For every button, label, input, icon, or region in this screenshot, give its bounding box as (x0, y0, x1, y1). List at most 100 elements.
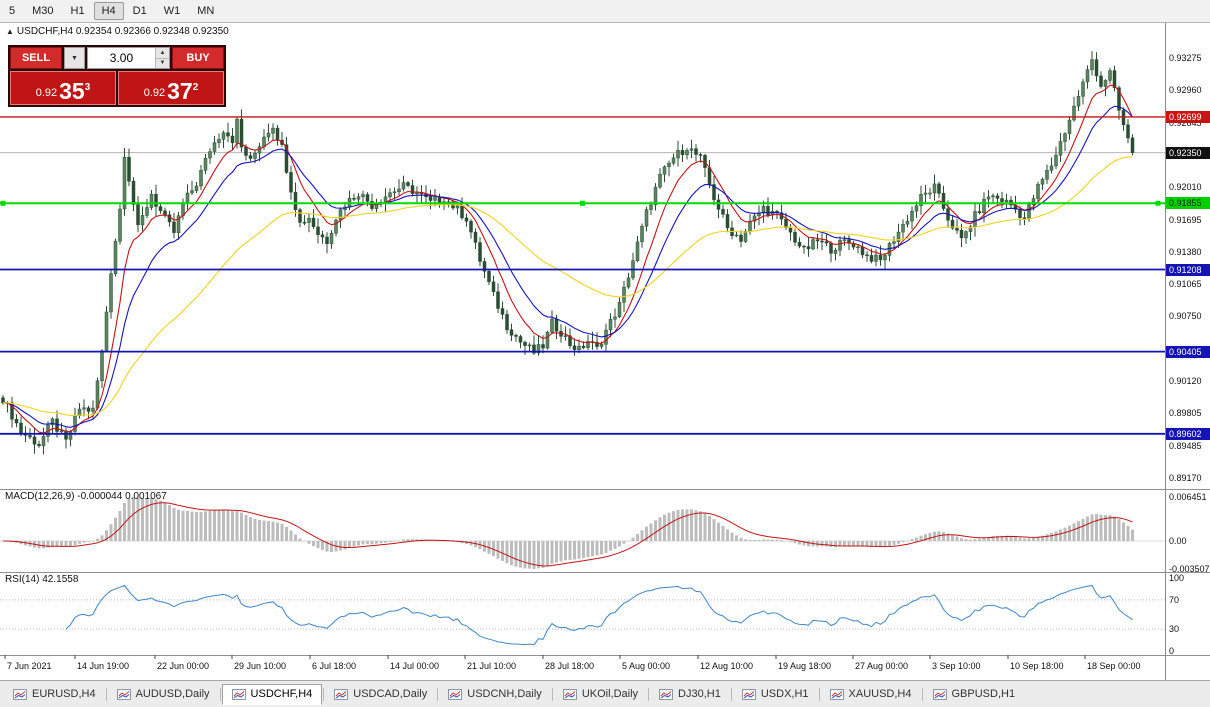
timeframe-button-h4[interactable]: H4 (93, 2, 124, 20)
price-scale-label: 0.89805 (1169, 408, 1202, 418)
volume-down-button[interactable]: ▼ (156, 58, 169, 68)
chart-tab-usdchf[interactable]: USDCHF,H4 (221, 683, 323, 705)
chart-tab-usdx[interactable]: USDX,H1 (733, 684, 818, 705)
sell-button[interactable]: SELL (10, 47, 62, 69)
buy-button[interactable]: BUY (172, 47, 224, 69)
buy-price-pips: 37 (167, 78, 193, 104)
time-axis-label: 14 Jun 19:00 (77, 661, 130, 671)
chart-tab-label: AUDUSD,Daily (135, 688, 210, 700)
tab-separator (648, 687, 650, 701)
level-line-handle[interactable] (1155, 200, 1161, 206)
sell-price-display[interactable]: 0.92 35 3 (10, 71, 116, 105)
price-scale[interactable]: 0.932750.929600.926450.920100.916950.913… (1165, 23, 1210, 680)
chart-tab-icon (448, 688, 463, 700)
price-scale-label: 0.92010 (1169, 182, 1202, 193)
volume-up-button[interactable]: ▲ (156, 48, 169, 59)
chart-ohlc-info: ▲ USDCHF,H4 0.92354 0.92366 0.92348 0.923… (6, 26, 229, 37)
chevron-down-icon: ▼ (71, 54, 78, 62)
level-line-handle[interactable] (0, 200, 6, 206)
time-axis-label: 14 Jul 00:00 (390, 661, 440, 671)
price-scale-label: 0.90750 (1169, 311, 1202, 322)
chart-tab-icon (231, 688, 246, 700)
tab-separator (323, 687, 325, 701)
main-price-panel (0, 51, 1165, 455)
chart-tab-ukoil[interactable]: UKOil,Daily (554, 684, 647, 705)
chart-tab-bar: EURUSD,H4 AUDUSD,Daily USDCHF,H4 USDCAD,Dai… (0, 680, 1210, 707)
chart-tab-xauusd[interactable]: XAUUSD,H4 (821, 684, 921, 705)
tab-separator (818, 687, 820, 701)
chart-tab-audusd[interactable]: AUDUSD,Daily (108, 684, 219, 705)
price-scale-label: 0.91065 (1169, 279, 1202, 290)
tab-separator (437, 687, 439, 701)
time-axis-label: 18 Sep 00:00 (1087, 661, 1141, 671)
time-axis-label: 28 Jul 18:00 (545, 661, 595, 671)
timeframe-button-m30[interactable]: M30 (24, 2, 61, 20)
tab-separator (730, 687, 732, 701)
chart-tab-label: UKOil,Daily (581, 688, 639, 700)
moving-average-8-line (3, 84, 1134, 434)
chart-tab-label: EURUSD,H4 (32, 688, 96, 700)
timeframe-button-d1[interactable]: D1 (125, 2, 155, 20)
level-line-handle[interactable] (580, 200, 585, 206)
tab-separator (219, 687, 221, 701)
moving-average-16-line (3, 105, 1133, 428)
price-scale-label: 0.92960 (1169, 85, 1202, 96)
rsi-scale-label: 0 (1169, 646, 1175, 656)
price-scale-label: 0.91695 (1169, 214, 1202, 225)
volume-input[interactable] (87, 48, 155, 68)
time-axis-label: 29 Jun 10:00 (234, 661, 287, 671)
timeframe-button-w1[interactable]: W1 (156, 2, 189, 20)
chart-tab-icon (932, 688, 947, 700)
macd-signal-line (3, 502, 1133, 567)
chart-tab-usdcnh[interactable]: USDCNH,Daily (439, 684, 551, 705)
price-chart[interactable] (0, 23, 1165, 680)
price-scale-label: 0.91380 (1169, 246, 1202, 257)
chart-tab-icon (829, 688, 844, 700)
moving-average-50-line (3, 156, 1133, 417)
rsi-scale-label: 30 (1169, 624, 1180, 635)
sell-price-prefix: 0.92 (35, 87, 58, 99)
timeframe-button-5[interactable]: 5 (1, 2, 23, 20)
chart-area: ▲ USDCHF,H4 0.92354 0.92366 0.92348 0.923… (0, 23, 1210, 680)
timeframe-button-h1[interactable]: H1 (63, 2, 93, 20)
tab-separator (551, 687, 553, 701)
chart-tab-usdcad[interactable]: USDCAD,Daily (325, 684, 436, 705)
chart-tab-label: USDCNH,Daily (467, 688, 542, 700)
time-axis-label: 7 Jun 2021 (7, 661, 52, 671)
timeframe-toolbar: 5 M30 H1 H4 D1 W1 MN (0, 0, 1210, 23)
price-scale-label: 0.93275 (1169, 53, 1202, 63)
panel-separator (1166, 655, 1210, 656)
sell-price-pips: 35 (59, 78, 85, 104)
chart-tab-icon (13, 688, 27, 700)
chart-marker-icon: ▲ (6, 27, 14, 36)
chart-tab-eurusd[interactable]: EURUSD,H4 (4, 684, 105, 705)
macd-scale-label: 0.006451 (1169, 492, 1207, 502)
chart-tab-icon (334, 688, 349, 700)
price-marker: 0.91208 (1166, 263, 1210, 276)
price-scale-label: 0.89170 (1169, 473, 1202, 483)
buy-price-display[interactable]: 0.92 37 2 (118, 71, 224, 105)
time-axis-label: 10 Sep 18:00 (1010, 661, 1064, 671)
rsi-line (65, 584, 1133, 646)
price-marker: 0.92699 (1166, 110, 1210, 123)
price-marker: 0.90405 (1166, 345, 1210, 358)
macd-panel (0, 497, 1165, 569)
volume-dropdown-button[interactable]: ▼ (64, 47, 85, 69)
price-marker: 0.91855 (1166, 197, 1210, 210)
price-marker: 0.89602 (1166, 427, 1210, 440)
rsi-scale-label: 100 (1169, 573, 1185, 583)
rsi-panel (0, 584, 1165, 646)
chart-tab-label: XAUUSD,H4 (848, 688, 912, 700)
price-scale-label: 0.90120 (1169, 375, 1202, 386)
time-axis-label: 19 Aug 18:00 (778, 661, 832, 671)
chart-tab-label: DJ30,H1 (678, 688, 721, 700)
price-marker: 0.92350 (1166, 146, 1210, 159)
time-axis-label: 12 Aug 10:00 (700, 661, 754, 671)
panel-separator (1166, 489, 1210, 490)
chart-tab-dj30[interactable]: DJ30,H1 (650, 684, 730, 705)
time-axis-label: 3 Sep 10:00 (932, 661, 981, 671)
chart-tab-gbpusd[interactable]: GBPUSD,H1 (924, 684, 1025, 705)
rsi-scale-label: 70 (1169, 594, 1180, 605)
chart-tab-label: USDCAD,Daily (353, 688, 428, 700)
timeframe-button-mn[interactable]: MN (189, 2, 222, 20)
